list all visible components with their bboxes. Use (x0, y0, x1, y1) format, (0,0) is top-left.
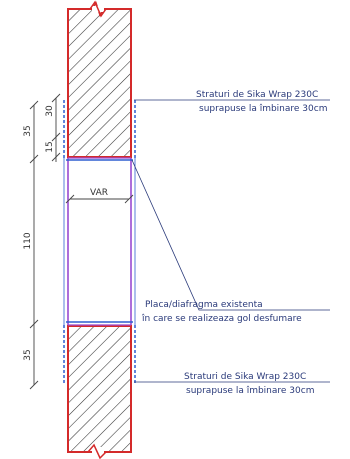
dim-middle: 110 (23, 232, 33, 249)
var-label: VAR (90, 188, 108, 198)
top-wrap-note-line1: Straturi de Sika Wrap 230C (196, 90, 318, 100)
leader-lines (131, 99, 330, 383)
top-wrap-note-line2: suprapuse la îmbinare 30cm (199, 104, 327, 114)
dimension-lines (29, 93, 134, 390)
dim-bottom: 35 (23, 349, 33, 360)
top-wall-segment (67, 0, 132, 158)
wrap-layers (63, 100, 136, 385)
dim-top-total: 35 (23, 125, 33, 136)
slab-note-line1: Placa/diafragma existenta (145, 300, 263, 310)
bottom-wrap-note-line1: Straturi de Sika Wrap 230C (184, 372, 306, 382)
bottom-wrap-note-line2: suprapuse la îmbinare 30cm (186, 386, 314, 396)
dim-top-lower: 15 (45, 141, 55, 152)
opening-outline (67, 157, 132, 326)
slab-note-line2: în care se realizeaza gol desfumare (141, 314, 302, 324)
dim-top-upper: 30 (45, 105, 55, 117)
bottom-wall-segment (67, 325, 132, 459)
